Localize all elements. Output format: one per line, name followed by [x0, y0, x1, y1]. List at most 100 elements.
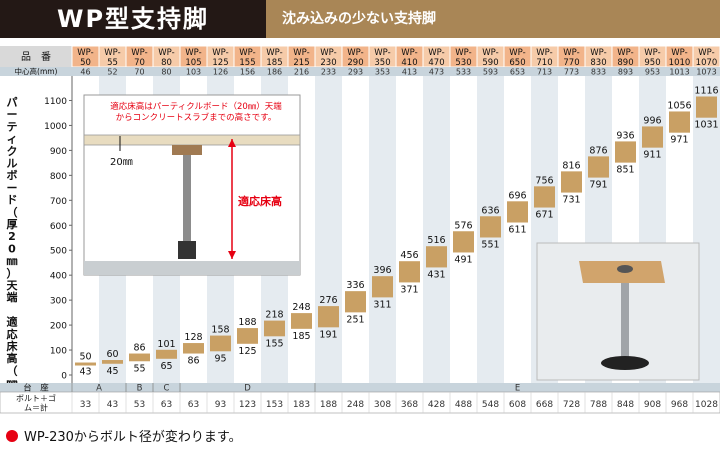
range-max-label: 101 [157, 339, 175, 350]
model-label-number: 215 [293, 58, 309, 68]
model-label-number: 80 [161, 58, 172, 68]
model-label-prefix: WP- [374, 48, 390, 58]
bolt-total-value: 43 [107, 400, 118, 410]
range-min-label: 251 [346, 314, 364, 325]
bolt-total-value: 93 [215, 400, 226, 410]
range-max-label: 636 [481, 205, 499, 216]
range-block [534, 186, 555, 208]
model-label-prefix: WP- [266, 48, 282, 58]
range-min-label: 851 [616, 165, 634, 176]
model-label-prefix: WP- [212, 48, 228, 58]
thickness-label: 20㎜ [110, 157, 133, 168]
model-label-number: 890 [617, 58, 633, 68]
range-max-label: 396 [373, 265, 391, 276]
model-label-number: 830 [590, 58, 606, 68]
range-max-label: 756 [535, 175, 553, 186]
model-label-number: 650 [509, 58, 525, 68]
bolt-total-value: 63 [161, 400, 172, 410]
photo-bolt [621, 283, 629, 359]
diagram-caption-line2: からコンクリートスラブまでの高さです。 [116, 112, 277, 123]
model-label-prefix: WP- [239, 48, 255, 58]
center-height-value: 293 [348, 68, 363, 77]
model-header-label: 品 番 [21, 51, 51, 63]
range-max-label: 158 [211, 325, 229, 336]
model-label-prefix: WP- [77, 48, 93, 58]
range-min-label: 971 [670, 135, 688, 146]
center-height-value: 103 [186, 68, 201, 77]
range-block [561, 171, 582, 193]
range-max-label: 1116 [694, 85, 718, 96]
y-tick-label: 200 [50, 322, 67, 332]
range-min-label: 155 [265, 338, 283, 349]
model-label-prefix: WP- [671, 48, 687, 58]
footnote-text: WP-230からボルト径が変わります。 [24, 430, 242, 445]
center-height-value: 593 [483, 68, 498, 77]
y-tick-label: 100 [50, 347, 67, 357]
center-height-value: 893 [618, 68, 633, 77]
range-block [480, 216, 501, 238]
range-max-label: 876 [589, 145, 607, 156]
range-min-label: 731 [562, 195, 580, 206]
bolt-total-value: 308 [374, 400, 391, 410]
range-min-label: 431 [427, 269, 445, 280]
range-max-label: 248 [292, 302, 310, 313]
range-max-label: 60 [106, 349, 118, 360]
center-row-label: 中心高(mm) [15, 66, 58, 76]
model-label-number: 530 [455, 58, 471, 68]
model-label-prefix: WP- [617, 48, 633, 58]
model-label-number: 950 [644, 58, 660, 68]
range-block [75, 362, 96, 366]
range-min-label: 1031 [694, 120, 718, 131]
range-block [345, 291, 366, 313]
center-height-value: 156 [240, 68, 255, 77]
center-height-value: 216 [294, 68, 309, 77]
column-band [423, 76, 450, 383]
range-min-label: 86 [187, 356, 199, 367]
range-block [102, 360, 123, 364]
range-min-label: 611 [508, 225, 526, 236]
model-label-prefix: WP- [158, 48, 174, 58]
y-tick-label: 700 [50, 197, 67, 207]
range-block [318, 306, 339, 328]
range-block [588, 156, 609, 178]
model-label-prefix: WP- [698, 48, 714, 58]
center-height-value: 126 [213, 68, 228, 77]
range-min-label: 791 [589, 180, 607, 191]
range-max-label: 516 [427, 235, 445, 246]
height-label: 適応床高 [238, 194, 282, 208]
center-height-value: 1073 [696, 68, 716, 77]
support-rubber-foot [178, 241, 196, 259]
particle-board [83, 134, 301, 146]
range-block [399, 261, 420, 283]
page-title: WP型支持脚 [0, 0, 266, 38]
y-tick-label: 600 [50, 222, 67, 232]
center-height-value: 80 [161, 68, 171, 77]
bolt-total-value: 968 [671, 400, 688, 410]
model-label-prefix: WP- [104, 48, 120, 58]
range-block [156, 349, 177, 359]
range-min-label: 95 [214, 353, 226, 364]
bolt-total-value: 33 [80, 400, 91, 410]
center-height-value: 52 [107, 68, 117, 77]
range-min-label: 125 [238, 346, 256, 357]
range-max-label: 456 [400, 250, 418, 261]
range-max-label: 188 [238, 317, 256, 328]
center-height-value: 953 [645, 68, 660, 77]
bolt-total-value: 608 [509, 400, 526, 410]
center-height-value: 186 [267, 68, 282, 77]
base-label: A [96, 384, 102, 394]
y-tick-label: 800 [50, 172, 67, 182]
page-subtitle: 沈み込みの少ない支持脚 [266, 0, 720, 38]
model-label-prefix: WP- [185, 48, 201, 58]
bolt-total-value: 908 [644, 400, 661, 410]
range-max-label: 276 [319, 295, 337, 306]
bolt-row-label-line2: ム＝計 [24, 403, 48, 413]
range-min-label: 671 [535, 210, 553, 221]
bolt-total-value: 848 [617, 400, 634, 410]
model-label-prefix: WP- [428, 48, 444, 58]
bolt-total-value: 248 [347, 400, 364, 410]
range-min-label: 191 [319, 329, 337, 340]
model-header-label-cell [0, 46, 72, 67]
model-label-number: 770 [563, 58, 579, 68]
base-label: D [244, 384, 251, 394]
